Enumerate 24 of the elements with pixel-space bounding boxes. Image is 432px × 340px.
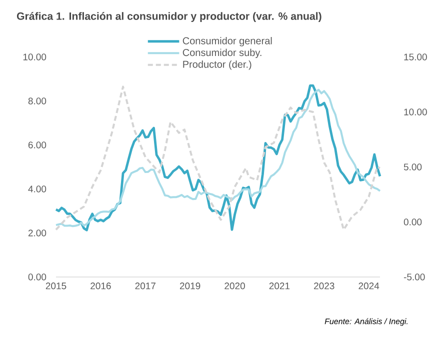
y-tick-label: 6.00 [28, 142, 46, 148]
y-tick-label: 0.00 [28, 274, 46, 280]
x-tick-label: 2016 [90, 282, 111, 290]
y2-tick-label: 10.00 [404, 108, 427, 116]
x-tick-label: 2020 [224, 282, 245, 290]
y2-tick-label: 15.00 [404, 54, 427, 60]
legend-label: Productor (der.) [183, 60, 252, 70]
chart-title: Gráfica 1. Inflación al consumidor y productor (var. % anual) [16, 12, 322, 22]
y2-tick-label: 5.00 [404, 164, 422, 170]
y2-tick-label: -5.00 [404, 274, 425, 280]
x-tick-label: 2023 [314, 282, 334, 290]
y-tick-label: 2.00 [28, 230, 46, 236]
x-tick-label: 2024 [358, 282, 380, 290]
y-tick-label: 4.00 [28, 186, 46, 192]
x-tick-label: 2019 [180, 282, 200, 290]
y-tick-label: 8.00 [28, 98, 46, 104]
y2-tick-label: 0.00 [404, 218, 422, 226]
x-tick-label: 2015 [46, 282, 66, 290]
x-tick-label: 2017 [135, 282, 156, 290]
x-tick-label: 2021 [269, 282, 290, 290]
legend-label: Consumidor suby. [182, 48, 262, 58]
legend-label: Consumidor general [182, 36, 272, 46]
y-tick-label: 10.00 [23, 54, 46, 60]
source-note: Fuente: Análisis / Inegi. [324, 318, 408, 326]
